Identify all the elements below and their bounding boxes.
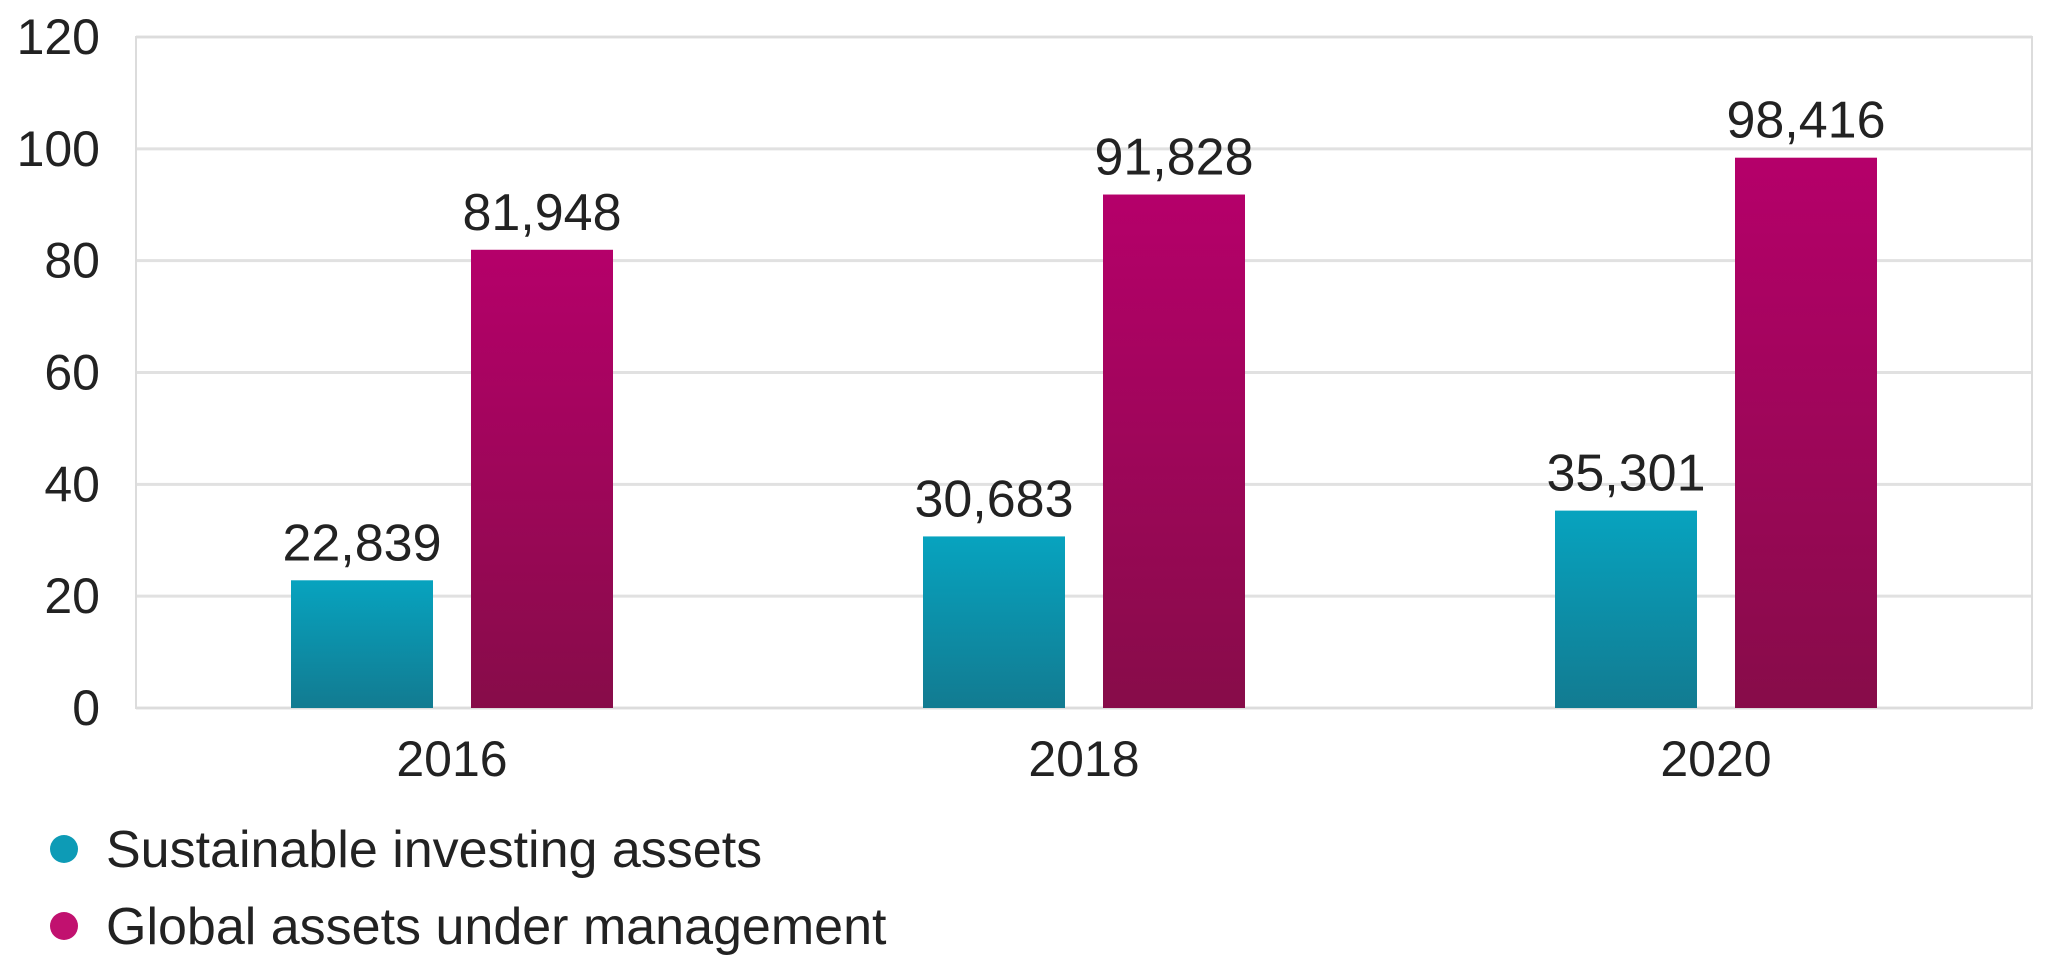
x-axis: 2016 2018 2020 [396, 731, 1771, 787]
y-tick-60: 60 [44, 345, 100, 401]
legend-marker-global-assets-under-management [50, 912, 78, 940]
data-label-sustainable-investing-assets-2020: 35,301 [1546, 445, 1705, 503]
bar-sustainable-investing-assets-2016 [291, 580, 433, 708]
legend-item-global-assets-under-management: Global assets under management [50, 898, 887, 956]
y-tick-100: 100 [17, 121, 100, 177]
legend-item-sustainable-investing-assets: Sustainable investing assets [50, 821, 762, 879]
bar-sustainable-investing-assets-2018 [923, 536, 1065, 708]
y-tick-0: 0 [72, 680, 100, 736]
data-label-sustainable-investing-assets-2016: 22,839 [282, 514, 441, 572]
x-tick-2020: 2020 [1660, 731, 1771, 787]
legend-label-sustainable-investing-assets: Sustainable investing assets [106, 821, 762, 879]
bar-global-assets-under-management-2018 [1103, 194, 1245, 708]
data-labels: 22,839 81,948 30,683 91,828 35,301 98,416 [282, 92, 1885, 573]
y-tick-120: 120 [17, 9, 100, 65]
y-tick-80: 80 [44, 233, 100, 289]
y-axis: 0 20 40 60 80 100 120 [17, 9, 100, 736]
x-tick-2016: 2016 [396, 731, 507, 787]
data-label-global-assets-under-management-2016: 81,948 [462, 184, 621, 242]
legend-label-global-assets-under-management: Global assets under management [106, 898, 887, 956]
data-label-global-assets-under-management-2018: 91,828 [1094, 129, 1253, 187]
y-tick-20: 20 [44, 568, 100, 624]
data-label-sustainable-investing-assets-2018: 30,683 [914, 470, 1073, 528]
legend: Sustainable investing assets Global asse… [50, 821, 887, 956]
bars [291, 157, 1877, 708]
bar-global-assets-under-management-2016 [471, 249, 613, 708]
y-tick-40: 40 [44, 456, 100, 512]
bar-global-assets-under-management-2020 [1735, 157, 1877, 708]
legend-marker-sustainable-investing-assets [50, 835, 78, 863]
bar-sustainable-investing-assets-2020 [1555, 510, 1697, 708]
data-label-global-assets-under-management-2020: 98,416 [1726, 92, 1885, 150]
plot-frame [135, 36, 2033, 709]
x-tick-2018: 2018 [1028, 731, 1139, 787]
